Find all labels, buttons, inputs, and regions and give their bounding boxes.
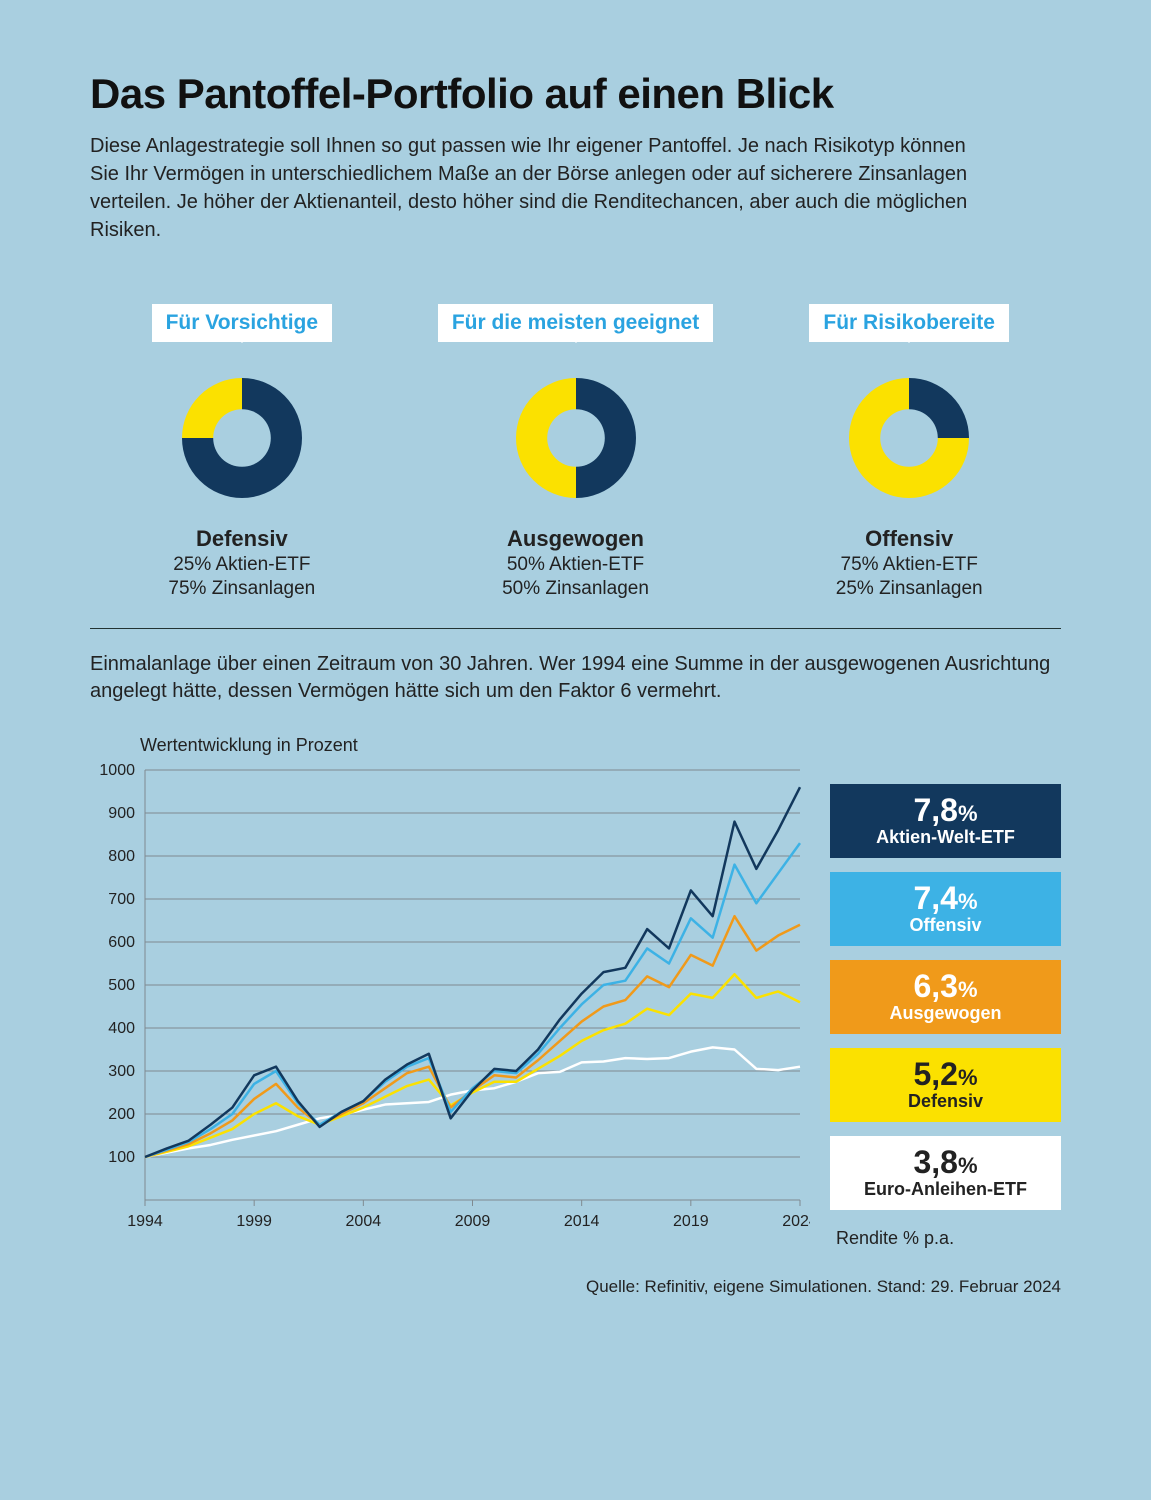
legend-label: Euro-Anleihen-ETF	[844, 1179, 1047, 1200]
legend-label: Aktien-Welt-ETF	[844, 827, 1047, 848]
svg-text:1000: 1000	[99, 762, 135, 779]
legend-value: 5,2	[913, 1056, 957, 1092]
svg-text:2019: 2019	[673, 1213, 709, 1230]
svg-text:800: 800	[108, 848, 135, 865]
legend-pct: %	[958, 801, 978, 826]
chart-caption: Wertentwicklung in Prozent	[140, 735, 1061, 756]
legend-pct: %	[958, 889, 978, 914]
donut-tag: Für Vorsichtige	[152, 304, 332, 342]
legend-label: Offensiv	[844, 915, 1047, 936]
donut-ausgewogen: Für die meisten geeignet Ausgewogen 50% …	[424, 304, 728, 600]
svg-text:2004: 2004	[346, 1213, 382, 1230]
legend-pct: %	[958, 1065, 978, 1090]
svg-text:1994: 1994	[127, 1213, 163, 1230]
rendite-pa-label: Rendite % p.a.	[830, 1228, 1061, 1249]
source-line: Quelle: Refinitiv, eigene Simulationen. …	[90, 1277, 1061, 1297]
svg-text:2024: 2024	[782, 1213, 810, 1230]
svg-text:1999: 1999	[236, 1213, 272, 1230]
legend-value: 3,8	[913, 1144, 957, 1180]
legend-defensiv: 5,2%Defensiv	[830, 1048, 1061, 1122]
donut-line2: 75% Zinsanlagen	[90, 578, 394, 600]
svg-text:700: 700	[108, 891, 135, 908]
legend-aktien-welt-etf: 7,8%Aktien-Welt-ETF	[830, 784, 1061, 858]
legend-value: 6,3	[913, 968, 957, 1004]
svg-text:200: 200	[108, 1106, 135, 1123]
donut-tag: Für Risikobereite	[809, 304, 1009, 342]
donut-name: Offensiv	[757, 526, 1061, 552]
legend-ausgewogen: 6,3%Ausgewogen	[830, 960, 1061, 1034]
svg-text:100: 100	[108, 1149, 135, 1166]
svg-text:500: 500	[108, 977, 135, 994]
legend-offensiv: 7,4%Offensiv	[830, 872, 1061, 946]
legend-pct: %	[958, 1153, 978, 1178]
donut-line1: 75% Aktien-ETF	[757, 554, 1061, 576]
svg-text:2009: 2009	[455, 1213, 491, 1230]
legend-column: 7,8%Aktien-Welt-ETF7,4%Offensiv6,3%Ausge…	[830, 760, 1061, 1249]
donut-line2: 50% Zinsanlagen	[424, 578, 728, 600]
divider	[90, 628, 1061, 629]
page-title: Das Pantoffel-Portfolio auf einen Blick	[90, 70, 1061, 118]
svg-text:600: 600	[108, 934, 135, 951]
svg-text:300: 300	[108, 1063, 135, 1080]
donut-tag-label: Für die meisten geeignet	[438, 304, 713, 342]
legend-value: 7,4	[913, 880, 957, 916]
chart-area: 100 200 300 400 500 600 700 800 900 1000 1994 1999 2…	[90, 760, 1061, 1249]
donut-name: Defensiv	[90, 526, 394, 552]
donut-line1: 50% Aktien-ETF	[424, 554, 728, 576]
donut-tag-label: Für Risikobereite	[809, 304, 1009, 342]
donut-tag-label: Für Vorsichtige	[152, 304, 332, 342]
svg-text:400: 400	[108, 1020, 135, 1037]
legend-pct: %	[958, 977, 978, 1002]
line-chart: 100 200 300 400 500 600 700 800 900 1000 1994 1999 2…	[90, 760, 810, 1245]
chart-intro: Einmalanlage über einen Zeitraum von 30 …	[90, 651, 1061, 705]
donut-offensiv: Für Risikobereite Offensiv 75% Aktien-ET…	[757, 304, 1061, 600]
donut-name: Ausgewogen	[424, 526, 728, 552]
donut-defensiv: Für Vorsichtige Defensiv 25% Aktien-ETF …	[90, 304, 394, 600]
legend-label: Ausgewogen	[844, 1003, 1047, 1024]
donut-line1: 25% Aktien-ETF	[90, 554, 394, 576]
legend-euro-anleihen-etf: 3,8%Euro-Anleihen-ETF	[830, 1136, 1061, 1210]
donut-line2: 25% Zinsanlagen	[757, 578, 1061, 600]
donut-row: Für Vorsichtige Defensiv 25% Aktien-ETF …	[90, 304, 1061, 600]
chart-svg: 100 200 300 400 500 600 700 800 900 1000 1994 1999 2…	[90, 760, 810, 1240]
svg-text:900: 900	[108, 805, 135, 822]
intro-text: Diese Anlagestrategie soll Ihnen so gut …	[90, 132, 970, 244]
legend-value: 7,8	[913, 792, 957, 828]
donut-tag: Für die meisten geeignet	[438, 304, 713, 342]
legend-label: Defensiv	[844, 1091, 1047, 1112]
svg-text:2014: 2014	[564, 1213, 600, 1230]
